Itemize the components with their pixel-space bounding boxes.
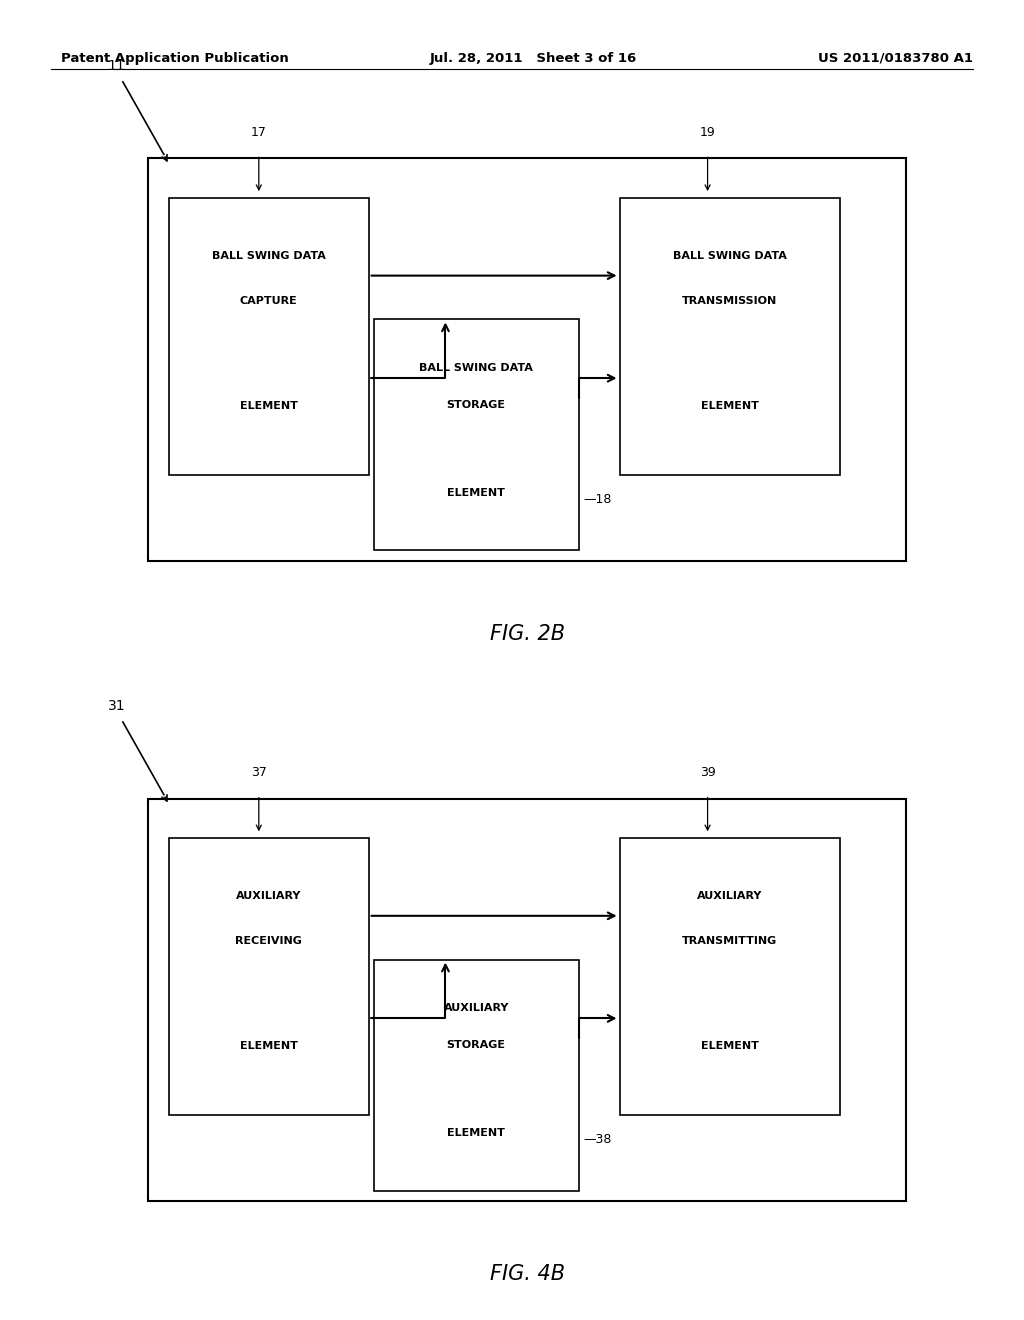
Text: TRANSMITTING: TRANSMITTING <box>682 936 777 945</box>
Bar <box>374 960 579 1191</box>
Bar <box>374 319 579 550</box>
Text: ELEMENT: ELEMENT <box>447 487 505 498</box>
Text: 37: 37 <box>251 766 267 779</box>
Bar <box>148 799 906 1201</box>
Text: FIG. 4B: FIG. 4B <box>489 1263 565 1284</box>
Text: ELEMENT: ELEMENT <box>700 1041 759 1051</box>
Text: —18: —18 <box>584 494 612 506</box>
Text: ELEMENT: ELEMENT <box>447 1127 505 1138</box>
Text: STORAGE: STORAGE <box>446 400 506 411</box>
Text: 11: 11 <box>108 59 125 73</box>
Text: AUXILIARY: AUXILIARY <box>697 891 762 902</box>
Bar <box>169 198 369 475</box>
Text: ELEMENT: ELEMENT <box>700 401 759 411</box>
Text: 39: 39 <box>699 766 716 779</box>
Text: ELEMENT: ELEMENT <box>240 1041 298 1051</box>
Bar <box>148 158 906 561</box>
Text: RECEIVING: RECEIVING <box>236 936 302 945</box>
Text: FIG. 2B: FIG. 2B <box>489 623 565 644</box>
Bar <box>620 198 840 475</box>
Bar <box>620 838 840 1115</box>
Text: TRANSMISSION: TRANSMISSION <box>682 296 777 305</box>
Text: CAPTURE: CAPTURE <box>240 296 298 305</box>
Text: 17: 17 <box>251 125 267 139</box>
Text: Jul. 28, 2011   Sheet 3 of 16: Jul. 28, 2011 Sheet 3 of 16 <box>430 51 637 65</box>
Text: US 2011/0183780 A1: US 2011/0183780 A1 <box>818 51 973 65</box>
Text: AUXILIARY: AUXILIARY <box>237 891 301 902</box>
Text: BALL SWING DATA: BALL SWING DATA <box>419 363 534 374</box>
Text: 19: 19 <box>699 125 716 139</box>
Text: 31: 31 <box>108 700 125 713</box>
Text: AUXILIARY: AUXILIARY <box>443 1003 509 1014</box>
Text: Patent Application Publication: Patent Application Publication <box>61 51 289 65</box>
Text: —38: —38 <box>584 1134 612 1146</box>
Text: BALL SWING DATA: BALL SWING DATA <box>212 251 326 261</box>
Bar <box>169 838 369 1115</box>
Text: STORAGE: STORAGE <box>446 1040 506 1051</box>
Text: BALL SWING DATA: BALL SWING DATA <box>673 251 786 261</box>
Text: ELEMENT: ELEMENT <box>240 401 298 411</box>
